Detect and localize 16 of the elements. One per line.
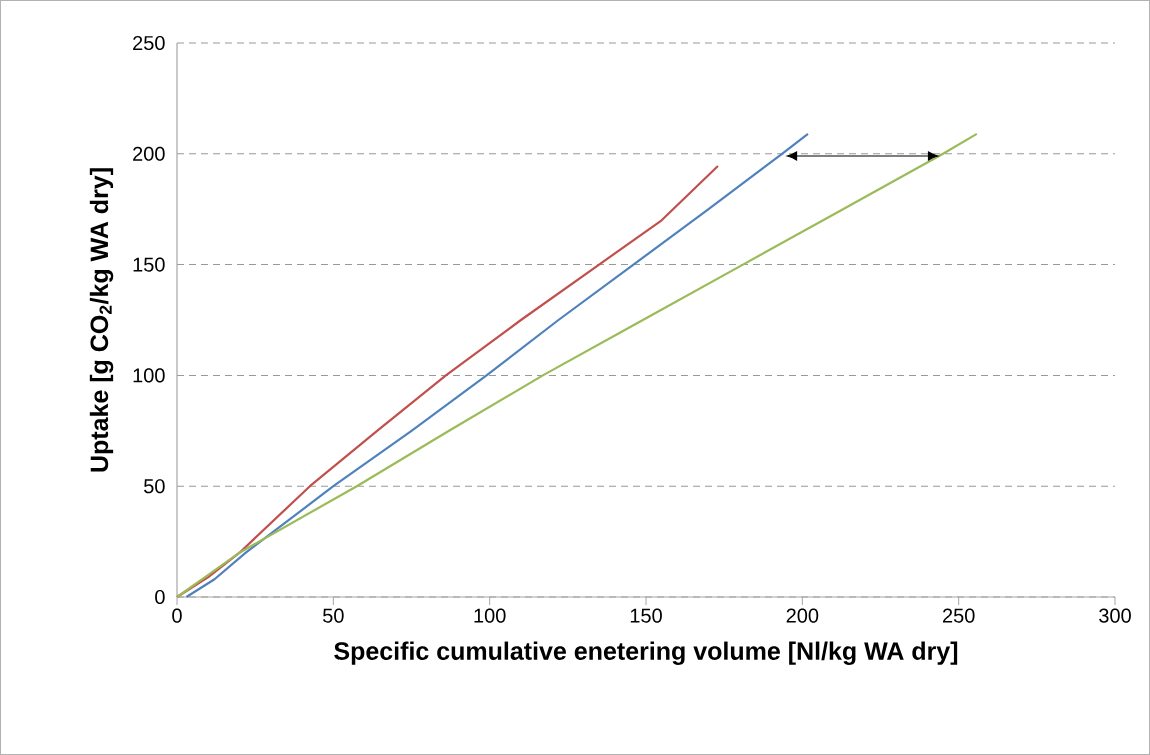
x-tick-label: 0 bbox=[172, 608, 182, 623]
y-tick-label: 0 bbox=[155, 589, 165, 605]
x-tick-label: 250 bbox=[943, 608, 975, 623]
x-tick-label: 100 bbox=[474, 608, 506, 623]
x-tick-label: 150 bbox=[630, 608, 662, 623]
line-series bbox=[175, 132, 978, 599]
y-tick-label: 100 bbox=[133, 368, 165, 383]
y-tick-label: 200 bbox=[133, 146, 165, 161]
y-tick-label: 150 bbox=[133, 257, 165, 272]
x-tick-label: 200 bbox=[786, 608, 819, 623]
y-tick-label: 50 bbox=[144, 479, 165, 494]
y-axis-title: Uptake [g CO$_{2}$/kg WA dry] bbox=[89, 168, 114, 472]
x-tick-label: 300 bbox=[1099, 608, 1131, 623]
y-tick-label: 250 bbox=[133, 35, 165, 51]
x-tick-label: 50 bbox=[323, 608, 344, 623]
x-axis-title: Specific cumulative enetering volume [Nl/kg WA dry] bbox=[334, 641, 958, 665]
